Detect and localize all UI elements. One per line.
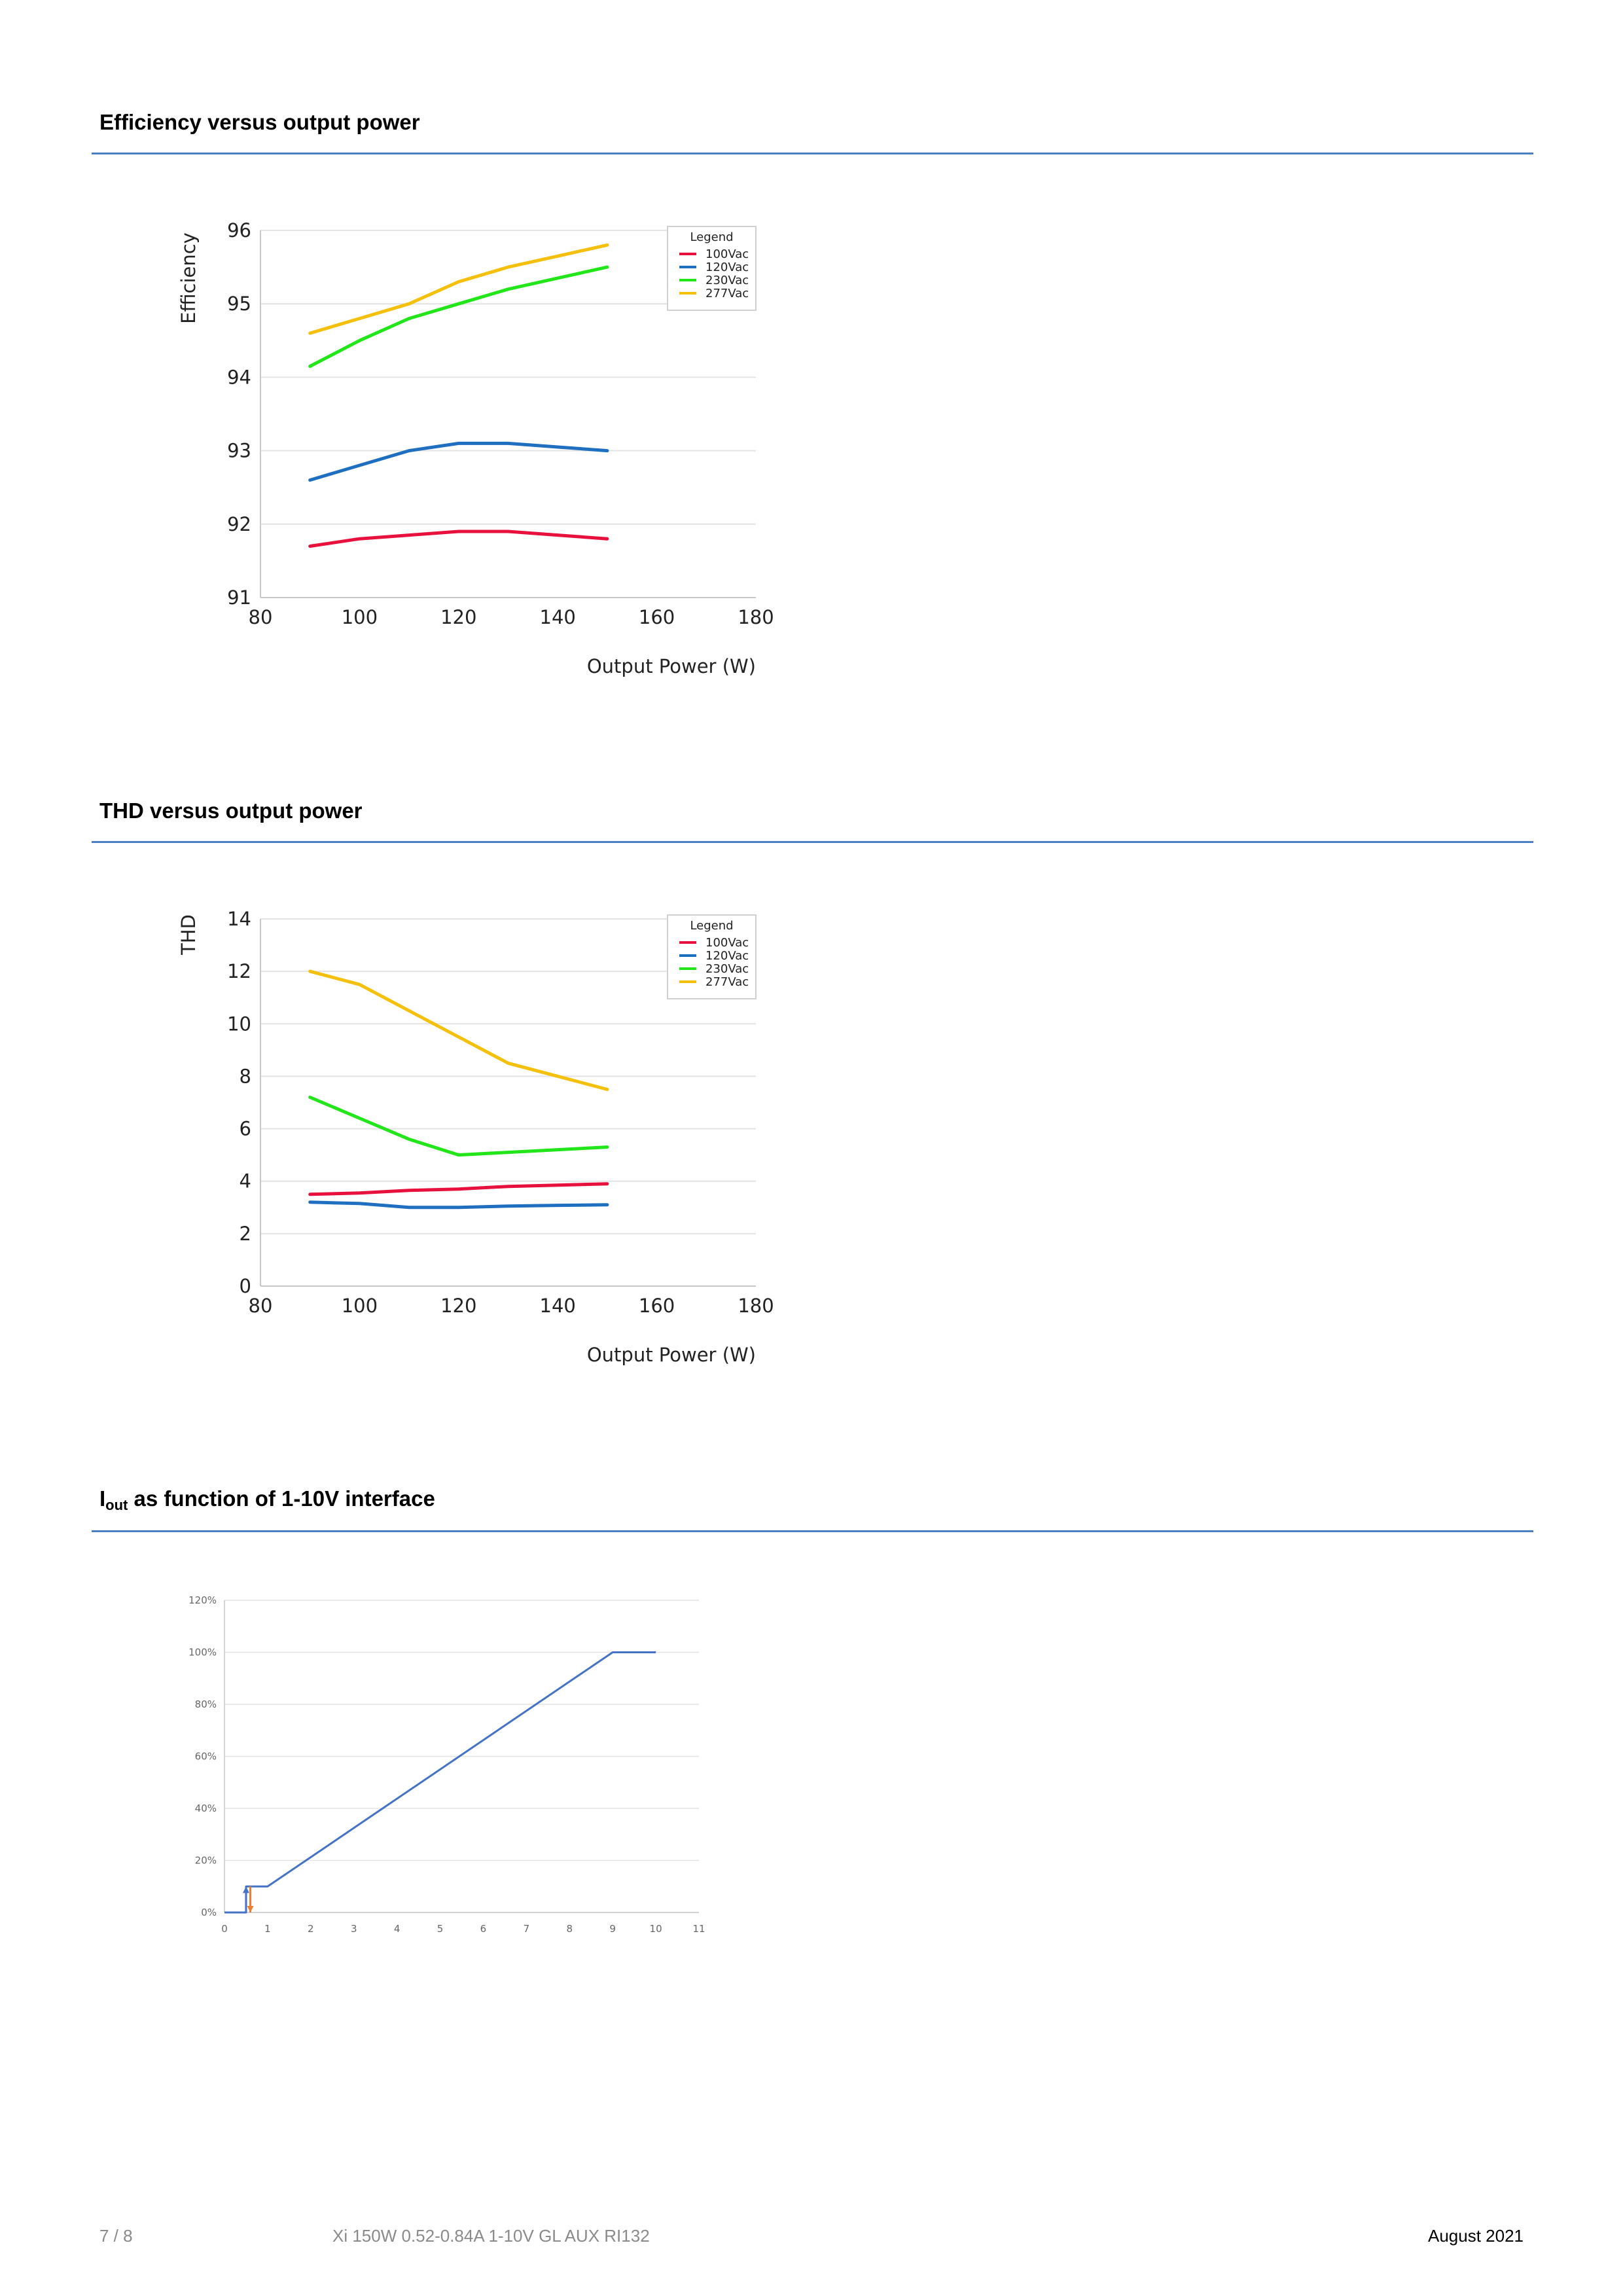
chart0-legend-title: Legend — [690, 230, 733, 244]
chart0-y-tick-label: 95 — [227, 293, 251, 315]
chart1-x-tick-label: 180 — [738, 1295, 774, 1317]
efficiency-chart: 91 92 93 94 95 96 80 100 120 140 160 180 Efficiency O… — [177, 219, 774, 677]
chart2-x-tick-label: 5 — [437, 1923, 444, 1935]
chart0-x-tick-label: 140 — [540, 606, 576, 628]
chart1-y-tick-label: 4 — [240, 1170, 251, 1193]
chart0-legend-label-100vac: 100Vac — [705, 247, 749, 261]
chart0-x-tick-label: 160 — [639, 606, 675, 628]
chart1-y-tick-label: 10 — [227, 1013, 251, 1035]
iout-title-sub: out — [105, 1497, 128, 1513]
chart1-x-tick-label: 120 — [440, 1295, 476, 1317]
chart1-legend-label-277vac: 277Vac — [705, 975, 749, 989]
chart2-x-tick-label: 8 — [566, 1923, 573, 1935]
chart0-y-tick-label: 96 — [227, 219, 251, 242]
chart0-legend-label-230vac: 230Vac — [705, 274, 749, 287]
chart0-y-tick-label: 93 — [227, 440, 251, 462]
iout-title-main: I — [99, 1486, 106, 1511]
chart2-x-tick-label: 3 — [351, 1923, 357, 1935]
chart2-x-tick-label: 0 — [221, 1923, 228, 1935]
iout-chart: 0% 20% 40% 60% 80% 100% 120% 0 1 2 3 4 5 6 7 8 9 10 11 — [188, 1594, 705, 1935]
chart0-series-230vac-line — [308, 265, 609, 368]
iout-section-rule — [92, 1530, 1533, 1532]
chart1-x-tick-label: 160 — [639, 1295, 675, 1317]
chart1-y-tick-label: 0 — [240, 1275, 251, 1297]
chart2-hysteresis-arrow-icon — [247, 1906, 254, 1912]
chart2-x-tick-label: 2 — [308, 1923, 314, 1935]
chart0-series-277vac-line — [308, 243, 609, 335]
chart1-legend-box — [667, 914, 757, 999]
chart1-y-tick-label: 6 — [240, 1118, 251, 1140]
footer-date: August 2021 — [1427, 2226, 1524, 2246]
chart0-x-tick-label: 100 — [342, 606, 378, 628]
chart1-legend-label-120vac: 120Vac — [705, 949, 749, 963]
chart2-y-tick-label: 100% — [188, 1647, 217, 1659]
chart2-x-tick-label: 7 — [524, 1923, 530, 1935]
chart1-y-tick-label: 14 — [227, 908, 251, 930]
chart1-legend-title: Legend — [690, 919, 733, 933]
chart0-legend-label-277vac: 277Vac — [705, 287, 749, 300]
chart2-y-tick-label: 60% — [195, 1751, 217, 1763]
chart1-y-axis-title: THD — [177, 914, 200, 956]
thd-chart: 0 2 4 6 8 10 12 14 80 100 120 140 160 180 THD Output Po… — [177, 908, 774, 1366]
chart1-y-tick-label: 12 — [227, 960, 251, 982]
chart0-x-tick-label: 80 — [249, 606, 273, 628]
chart2-y-tick-label: 20% — [195, 1855, 217, 1867]
chart1-series-120vac-line — [308, 1200, 609, 1210]
chart2-x-tick-label: 10 — [650, 1923, 662, 1935]
efficiency-section-rule — [92, 152, 1533, 154]
chart1-x-tick-label: 100 — [342, 1295, 378, 1317]
chart0-series-100vac-line — [308, 529, 609, 548]
chart2-x-tick-label: 6 — [480, 1923, 487, 1935]
chart2-x-tick-label: 11 — [692, 1923, 705, 1935]
thd-section-rule — [92, 841, 1533, 843]
iout-section-title: Iout as function of 1-10V interface — [99, 1486, 435, 1518]
chart0-x-tick-label: 180 — [738, 606, 774, 628]
chart2-x-tick-label: 9 — [609, 1923, 616, 1935]
chart2-series-line — [224, 1651, 656, 1914]
chart1-series-230vac-line — [308, 1096, 609, 1157]
chart2-hysteresis-arrow-icon — [242, 1886, 249, 1893]
chart2-y-tick-label: 40% — [195, 1803, 217, 1814]
chart1-y-tick-label: 2 — [240, 1223, 251, 1245]
footer-product-name: Xi 150W 0.52-0.84A 1-10V GL AUX RI132 — [332, 2226, 650, 2246]
chart0-legend-label-120vac: 120Vac — [705, 260, 749, 274]
chart0-y-tick-label: 92 — [227, 513, 251, 535]
chart0-y-axis-title: Efficiency — [177, 232, 200, 324]
chart2-y-tick-label: 120% — [188, 1594, 217, 1606]
chart1-legend-label-230vac: 230Vac — [705, 962, 749, 976]
chart1-series-100vac-line — [308, 1182, 609, 1196]
chart2-x-tick-label: 4 — [394, 1923, 401, 1935]
chart1-x-tick-label: 80 — [249, 1295, 273, 1317]
chart2-x-tick-label: 1 — [264, 1923, 271, 1935]
chart1-x-axis-title: Output Power (W) — [587, 1344, 756, 1366]
chart1-x-tick-label: 140 — [540, 1295, 576, 1317]
chart0-x-axis-title: Output Power (W) — [587, 655, 756, 677]
iout-title-rest: as function of 1-10V interface — [128, 1486, 435, 1511]
chart1-legend-label-100vac: 100Vac — [705, 936, 749, 950]
footer-page-number: 7 / 8 — [99, 2226, 133, 2246]
chart0-series-120vac-line — [308, 441, 609, 482]
chart2-y-tick-label: 80% — [195, 1698, 217, 1710]
chart1-y-tick-label: 8 — [240, 1065, 251, 1087]
chart0-y-tick-label: 94 — [227, 366, 251, 388]
chart0-y-tick-label: 91 — [227, 586, 251, 609]
chart2-y-tick-label: 0% — [201, 1907, 217, 1918]
chart1-series-277vac-line — [308, 969, 609, 1091]
thd-section-title: THD versus output power — [99, 798, 363, 823]
chart0-x-tick-label: 120 — [440, 606, 476, 628]
efficiency-section-title: Efficiency versus output power — [99, 110, 420, 134]
